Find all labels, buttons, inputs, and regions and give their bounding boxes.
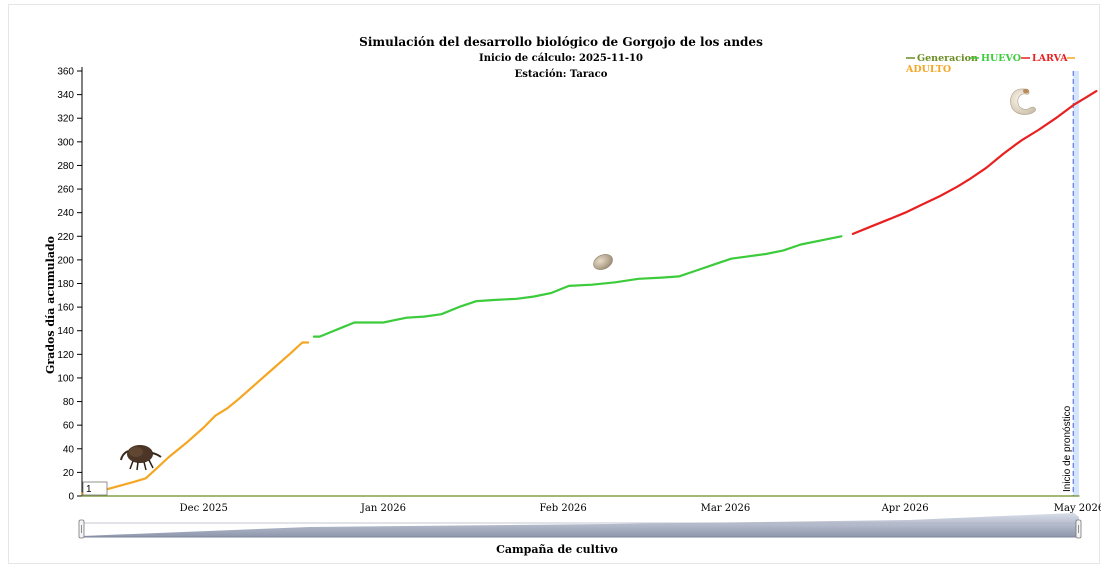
y-tick-label: 160	[57, 303, 74, 314]
y-tick-label: 220	[57, 232, 74, 243]
y-tick-label: 120	[57, 350, 74, 361]
x-tick-label: May 2026	[1054, 503, 1101, 514]
x-tick-label: Feb 2026	[539, 503, 586, 514]
range-navigator[interactable]	[78, 513, 1082, 539]
legend-item-adulto[interactable]: ADULTO	[905, 64, 951, 75]
y-axis-label: Grados día acumulado	[44, 236, 57, 374]
x-axis-label: Campaña de cultivo	[496, 543, 618, 556]
chart-title: Simulación del desarrollo biológico de G…	[359, 35, 763, 49]
y-tick-label: 20	[63, 468, 75, 479]
x-ticks: Dec 2025 Jan 2026 Feb 2026 Mar 2026 Apr 2026…	[180, 503, 1101, 514]
y-tick-label: 180	[57, 279, 74, 290]
legend-item-huevo[interactable]: HUEVO	[970, 53, 1021, 64]
x-tick-label: Dec 2025	[180, 503, 228, 514]
annotation-box[interactable]: 1	[82, 481, 108, 496]
y-tick-label: 80	[63, 397, 75, 408]
y-tick-label: 320	[57, 114, 74, 125]
series-line-larva[interactable]	[851, 90, 1098, 235]
chart-svg: Simulación del desarrollo biológico de G…	[44, 35, 1101, 556]
series-line-huevo[interactable]	[312, 235, 843, 338]
legend-label: HUEVO	[981, 53, 1021, 64]
range-handle-left[interactable]	[78, 519, 85, 539]
legend-label: LARVA	[1032, 53, 1068, 64]
y-ticks: 0 20 40 60 80 100 120 140 160 180 200 220 240 260 280 3…	[57, 67, 82, 503]
x-tick-label: Jan 2026	[360, 503, 406, 514]
chart-subtitle-station: Estación: Taraco	[515, 69, 608, 80]
y-tick-label: 40	[63, 444, 75, 455]
y-tick-label: 140	[57, 326, 74, 337]
chart-frame: Simulación del desarrollo biológico de G…	[8, 4, 1101, 564]
annotation-box-label: 1	[86, 484, 92, 495]
y-tick-label: 360	[57, 67, 74, 78]
y-tick-label: 60	[63, 421, 75, 432]
legend: Generacion HUEVO LARVA ADULTO	[905, 53, 1075, 75]
weevil-icon	[120, 445, 162, 471]
series-layer	[80, 90, 1098, 497]
egg-icon	[593, 254, 613, 270]
legend-item-larva[interactable]: LARVA	[1021, 53, 1075, 64]
forecast-label: Inicio de pronóstico	[1062, 405, 1073, 492]
y-tick-label: 240	[57, 208, 74, 219]
y-tick-label: 0	[68, 492, 74, 503]
y-tick-label: 200	[57, 255, 74, 266]
x-tick-label: Apr 2026	[881, 503, 929, 514]
range-handle-right[interactable]	[1075, 519, 1082, 539]
x-tick-label: Mar 2026	[701, 503, 751, 514]
larva-icon	[1010, 88, 1036, 115]
y-tick-label: 280	[57, 161, 74, 172]
y-tick-label: 340	[57, 90, 74, 101]
y-tick-label: 300	[57, 137, 74, 148]
chart-subtitle-start: Inicio de cálculo: 2025-11-10	[479, 53, 643, 64]
y-tick-label: 100	[57, 373, 74, 384]
legend-label: ADULTO	[905, 64, 951, 75]
y-tick-label: 260	[57, 185, 74, 196]
legend-label: Generacion	[917, 53, 978, 64]
legend-item-generacion[interactable]: Generacion	[906, 53, 978, 64]
forecast-band	[1073, 71, 1079, 496]
series-line-adulto[interactable]	[80, 341, 310, 495]
